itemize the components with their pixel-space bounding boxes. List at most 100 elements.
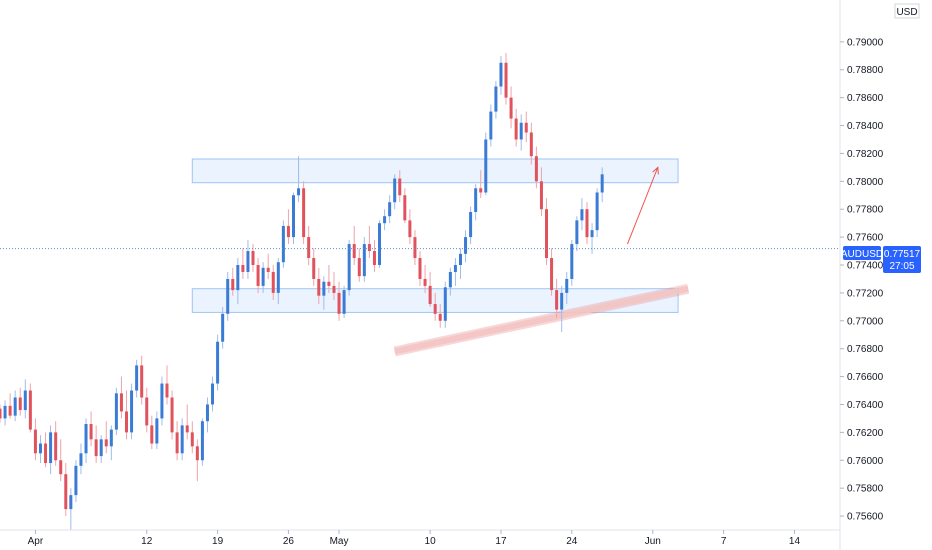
candle[interactable] bbox=[590, 223, 594, 254]
candle[interactable] bbox=[494, 80, 498, 119]
candle[interactable] bbox=[438, 304, 442, 328]
time-axis[interactable]: Apr 12 19 26 May 10 17 24 Jun 7 14 bbox=[28, 530, 801, 547]
candle[interactable] bbox=[175, 421, 179, 461]
candle[interactable] bbox=[352, 225, 356, 265]
candle[interactable] bbox=[464, 230, 468, 263]
candle[interactable] bbox=[453, 258, 457, 286]
candle[interactable] bbox=[514, 108, 518, 147]
candle[interactable] bbox=[125, 390, 129, 440]
candle[interactable] bbox=[170, 390, 174, 440]
candle[interactable] bbox=[236, 258, 240, 305]
candle[interactable] bbox=[317, 267, 321, 305]
candle[interactable] bbox=[393, 174, 397, 210]
candle[interactable] bbox=[109, 425, 113, 461]
candle[interactable] bbox=[362, 237, 366, 282]
candle[interactable] bbox=[600, 167, 604, 203]
candle[interactable] bbox=[3, 400, 7, 426]
candle[interactable] bbox=[550, 248, 554, 296]
candle[interactable] bbox=[312, 248, 316, 286]
candle[interactable] bbox=[185, 404, 189, 440]
candle[interactable] bbox=[231, 267, 235, 296]
candle[interactable] bbox=[49, 425, 53, 475]
candle[interactable] bbox=[347, 239, 351, 296]
candle[interactable] bbox=[524, 111, 528, 143]
candle[interactable] bbox=[529, 122, 533, 165]
candle[interactable] bbox=[378, 220, 382, 268]
candle[interactable] bbox=[575, 216, 579, 252]
candle[interactable] bbox=[38, 435, 42, 464]
candle[interactable] bbox=[64, 463, 68, 517]
candle[interactable] bbox=[180, 418, 184, 461]
candle[interactable] bbox=[79, 443, 83, 475]
candle[interactable] bbox=[418, 251, 422, 286]
candle[interactable] bbox=[276, 258, 280, 305]
candle[interactable] bbox=[565, 271, 569, 305]
candle[interactable] bbox=[448, 267, 452, 296]
candle[interactable] bbox=[286, 209, 290, 245]
candle[interactable] bbox=[160, 376, 164, 426]
candle[interactable] bbox=[226, 271, 230, 321]
candle[interactable] bbox=[337, 281, 341, 321]
candle[interactable] bbox=[94, 425, 98, 464]
candle[interactable] bbox=[332, 271, 336, 300]
candle[interactable] bbox=[595, 188, 599, 238]
candle[interactable] bbox=[413, 230, 417, 265]
candle[interactable] bbox=[484, 132, 488, 196]
candle[interactable] bbox=[357, 248, 361, 282]
candle[interactable] bbox=[504, 53, 508, 105]
candle[interactable] bbox=[403, 188, 407, 224]
candle[interactable] bbox=[367, 225, 371, 259]
candle[interactable] bbox=[241, 248, 245, 279]
candle[interactable] bbox=[539, 167, 543, 217]
candle[interactable] bbox=[570, 239, 574, 286]
candle[interactable] bbox=[140, 355, 144, 405]
candle[interactable] bbox=[119, 376, 123, 419]
candle[interactable] bbox=[474, 184, 478, 221]
candle[interactable] bbox=[327, 265, 331, 293]
candle[interactable] bbox=[580, 198, 584, 231]
candle[interactable] bbox=[499, 55, 503, 95]
candle[interactable] bbox=[534, 146, 538, 189]
candle[interactable] bbox=[155, 411, 159, 450]
candle[interactable] bbox=[560, 285, 564, 332]
candle[interactable] bbox=[428, 271, 432, 307]
candle[interactable] bbox=[433, 292, 437, 321]
candle[interactable] bbox=[211, 376, 215, 412]
candle[interactable] bbox=[302, 181, 306, 245]
candle[interactable] bbox=[69, 488, 73, 530]
candle[interactable] bbox=[165, 365, 169, 405]
candles-layer[interactable] bbox=[0, 53, 604, 530]
candle[interactable] bbox=[443, 281, 447, 328]
candle[interactable] bbox=[383, 209, 387, 231]
candle[interactable] bbox=[322, 276, 326, 310]
candle[interactable] bbox=[469, 206, 473, 245]
candle[interactable] bbox=[256, 258, 260, 293]
candle[interactable] bbox=[266, 253, 270, 279]
price-axis[interactable]: 0.75600 0.75800 0.76000 0.76200 0.76400 0.766… bbox=[840, 37, 884, 523]
candle[interactable] bbox=[271, 265, 275, 300]
candle[interactable] bbox=[200, 418, 204, 466]
candle[interactable] bbox=[489, 104, 493, 147]
candle[interactable] bbox=[8, 393, 12, 419]
candle[interactable] bbox=[84, 418, 88, 464]
candle[interactable] bbox=[89, 411, 93, 447]
candle[interactable] bbox=[190, 421, 194, 454]
candle[interactable] bbox=[195, 439, 199, 482]
candle[interactable] bbox=[251, 244, 255, 272]
candle[interactable] bbox=[291, 192, 295, 245]
candle[interactable] bbox=[130, 383, 134, 440]
candle[interactable] bbox=[555, 278, 559, 318]
candle[interactable] bbox=[297, 156, 301, 203]
candle[interactable] bbox=[342, 285, 346, 318]
candle[interactable] bbox=[13, 390, 17, 422]
candle[interactable] bbox=[372, 239, 376, 272]
candle[interactable] bbox=[388, 195, 392, 224]
candle[interactable] bbox=[18, 387, 22, 416]
candle[interactable] bbox=[519, 114, 523, 151]
candle[interactable] bbox=[423, 265, 427, 293]
candle[interactable] bbox=[23, 379, 27, 419]
candle[interactable] bbox=[216, 334, 220, 391]
candle[interactable] bbox=[28, 383, 32, 433]
candle[interactable] bbox=[221, 306, 225, 349]
candle[interactable] bbox=[281, 220, 285, 268]
